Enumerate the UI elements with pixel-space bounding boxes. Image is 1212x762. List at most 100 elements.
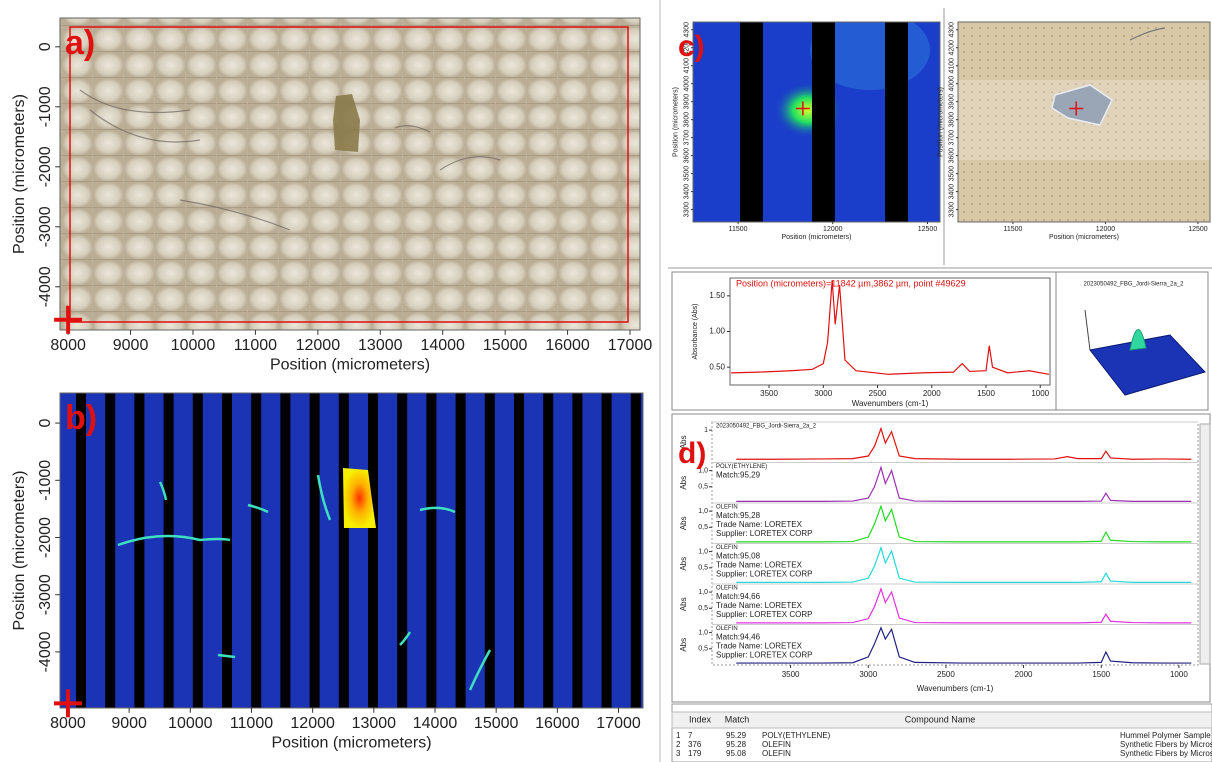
gap-stripe — [740, 22, 763, 222]
x-tick-label: 13000 — [352, 715, 397, 732]
x-tick-label: 2500 — [937, 670, 955, 679]
map-image — [958, 22, 1210, 222]
y-tick-label: 0,5 — [698, 484, 708, 491]
table-header-cell[interactable]: Compound Name — [905, 714, 976, 724]
position-marker — [54, 305, 83, 334]
spectrum-line — [731, 280, 1050, 375]
x-tick-label: 10000 — [171, 337, 216, 354]
gap-stripe — [163, 393, 174, 708]
gap-stripe — [338, 393, 349, 708]
panel-label: c) — [678, 30, 705, 63]
series-name: OLEFIN — [716, 545, 738, 551]
y-tick-label: 1 — [704, 427, 708, 434]
x-tick-label: 11000 — [230, 715, 273, 732]
y-tick-label: 0.50 — [709, 362, 725, 371]
series-name: 2023050492_FBG_Jordi-Sierra_2a_2 — [716, 424, 817, 430]
fiber — [117, 534, 231, 547]
table-cell: 179 — [688, 749, 702, 758]
series-name: OLEFIN — [716, 586, 738, 592]
y-tick-label: 4200 — [684, 40, 691, 56]
table-header-cell[interactable]: Index — [689, 714, 712, 724]
x-tick-label: 17000 — [596, 715, 641, 732]
x-tick-label: 12500 — [918, 226, 938, 233]
y-tick-label: -4000 — [37, 266, 54, 307]
plot-frame — [59, 17, 641, 331]
y-tick-label: -3000 — [37, 574, 54, 615]
table-cell: Synthetic Fibers by Micros — [1120, 749, 1212, 758]
match-note: Trade Name: LORETEX — [716, 642, 803, 651]
x-axis-label: Position (micrometers) — [271, 734, 431, 751]
table-cell: OLEFIN — [762, 749, 791, 758]
gap-stripe — [76, 393, 86, 708]
x-tick-label: 12000 — [823, 226, 843, 233]
y-tick-label: 4000 — [949, 76, 956, 92]
surface-peak — [1129, 329, 1147, 351]
y-tick-label: -1000 — [37, 460, 54, 501]
fiber — [89, 109, 201, 143]
y-tick-label: 3500 — [949, 166, 956, 182]
y-axis-label: Abs — [679, 597, 688, 611]
x-tick-label: 1500 — [977, 389, 995, 398]
y-tick-label: 3500 — [684, 166, 691, 182]
series-name: POLY(ETHYLENE) — [716, 464, 767, 470]
match-note: Trade Name: LORETEX — [716, 601, 803, 610]
x-tick-label: 3500 — [782, 670, 800, 679]
spectrum-line — [736, 465, 1192, 502]
fiber — [79, 89, 191, 114]
gap-stripe — [222, 393, 232, 708]
map-image — [60, 393, 643, 708]
particle — [1051, 84, 1113, 126]
y-axis-label: Abs — [679, 516, 688, 530]
scrollbar[interactable] — [1199, 423, 1211, 665]
table-cell: 376 — [688, 740, 702, 749]
table-cell: Synthetic Fibers by Micros — [1120, 740, 1212, 749]
table-cell: POLY(ETHYLENE) — [762, 731, 831, 740]
x-tick-label: 15000 — [483, 337, 528, 354]
spectrum-line — [736, 545, 1192, 583]
gap-stripe — [397, 393, 408, 708]
chemical-map — [60, 393, 643, 708]
x-tick-label: 1000 — [1031, 389, 1049, 398]
y-tick-label: 3300 — [949, 202, 956, 218]
y-tick-label: 4100 — [684, 58, 691, 74]
gap-stripe — [601, 393, 612, 708]
y-tick-label: 3400 — [684, 184, 691, 200]
match-note: Match:94,66 — [716, 592, 761, 601]
x-axis-label: Position (micrometers) — [781, 234, 851, 241]
x-tick-label: 8000 — [50, 337, 86, 354]
x-tick-label: 2000 — [923, 389, 941, 398]
y-tick-label: 4100 — [949, 58, 956, 74]
x-tick-label: 11000 — [234, 337, 277, 354]
x-tick-label: 2500 — [869, 389, 887, 398]
position-marker — [53, 689, 82, 718]
match-note: Supplier: LORETEX CORP — [716, 529, 812, 538]
fiber — [247, 503, 269, 514]
y-tick-label: 1,0 — [698, 589, 708, 596]
plot-frame — [957, 21, 1211, 223]
y-tick-label: 3800 — [684, 112, 691, 128]
match-note: Match:95,08 — [716, 552, 761, 561]
plot-title: 2023050492_FBG_Jordi-Sierra_2a_2 — [1083, 282, 1184, 288]
y-tick-label: 0 — [37, 419, 54, 428]
x-tick-label: 3000 — [814, 389, 832, 398]
x-tick-label: 12500 — [1188, 226, 1208, 233]
x-tick-label: 11500 — [729, 226, 748, 233]
match-note: Match:95,29 — [716, 471, 761, 480]
gap-stripe — [105, 393, 116, 708]
x-axis-label: Wavenumbers (cm-1) — [917, 684, 994, 693]
x-tick-label: 3000 — [859, 670, 877, 679]
table-header-cell[interactable]: Match — [725, 714, 750, 724]
y-tick-label: -1000 — [37, 86, 54, 127]
table-cell: OLEFIN — [762, 740, 791, 749]
x-tick-label: 13000 — [358, 337, 403, 354]
x-tick-label: 16000 — [545, 337, 590, 354]
fiber — [179, 199, 291, 231]
match-note: Trade Name: LORETEX — [716, 561, 803, 570]
panel-label: d) — [678, 437, 706, 470]
gap-stripe — [426, 393, 437, 708]
gap-stripe — [885, 22, 908, 222]
y-tick-label: 3700 — [949, 130, 956, 146]
spectrum-line — [736, 626, 1192, 664]
plot-frame — [692, 21, 941, 223]
